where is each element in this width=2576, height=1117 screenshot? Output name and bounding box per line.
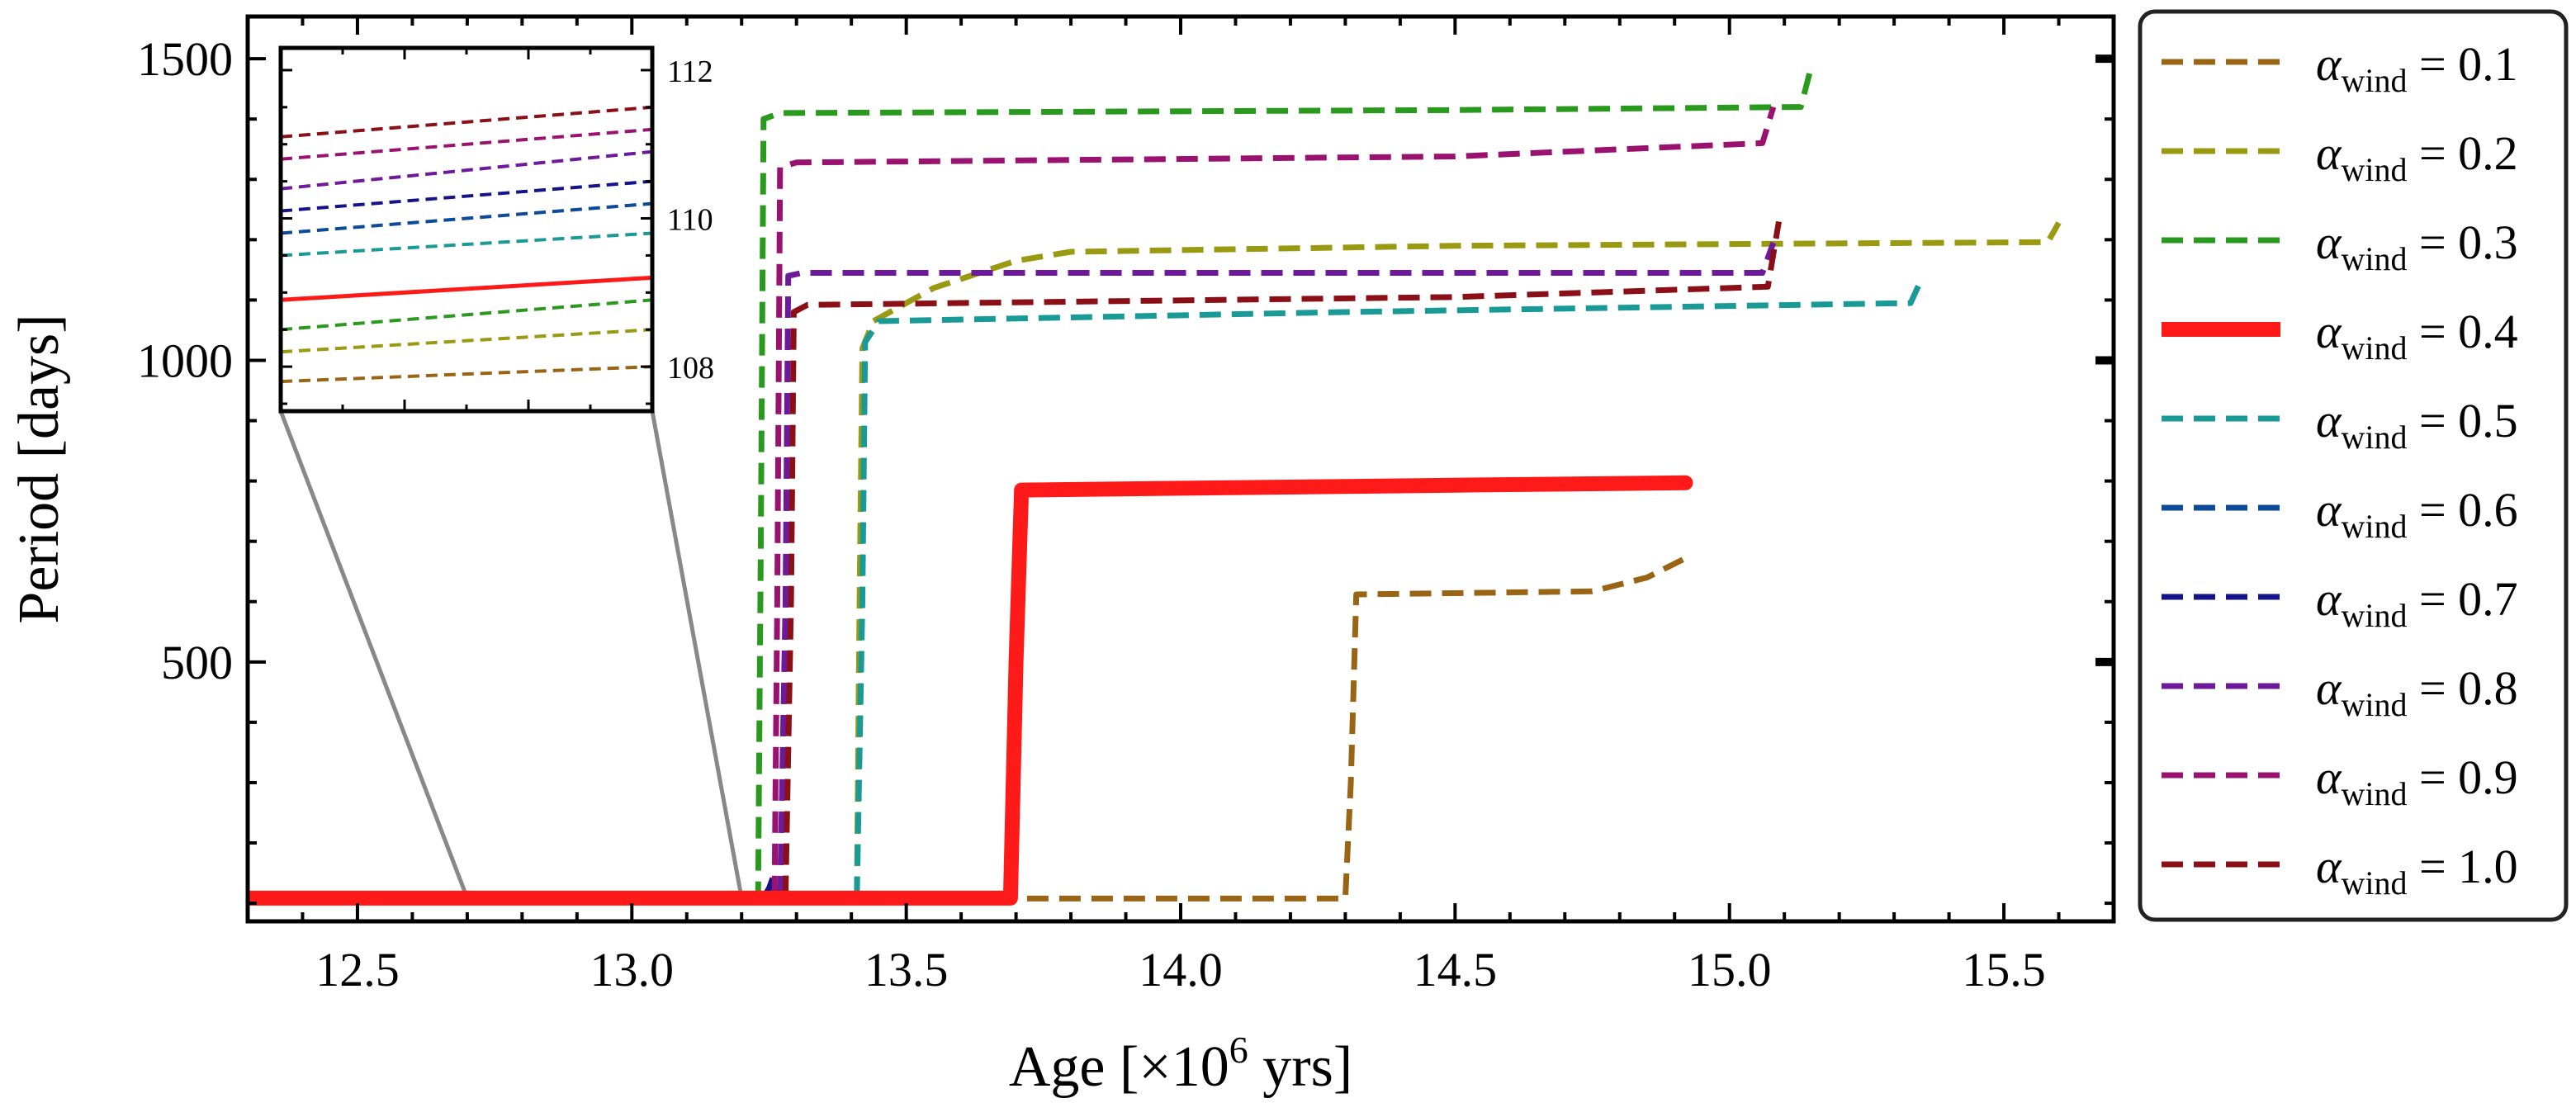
series-line-alpha-0.8 (777, 241, 1777, 897)
series-line-alpha-0.3 (751, 64, 1815, 902)
legend-label: αwind = 0.6 (2316, 483, 2518, 545)
inset-series-line-alpha-0.8 (281, 149, 652, 191)
legend-label: αwind = 0.3 (2316, 215, 2518, 277)
series-line-alpha-0.4 (248, 475, 1693, 906)
y-axis-ticks: 500 1000 1500 (137, 32, 2114, 906)
inset-zoom-connector-lines (278, 410, 744, 899)
inset-y-tick-label: 108 (667, 351, 714, 386)
legend-label: αwind = 0.7 (2316, 572, 2518, 634)
x-tick-label: 15.0 (1688, 943, 1772, 996)
y-axis-label: Period [days] (7, 314, 71, 623)
x-tick-label: 15.5 (1962, 943, 2046, 996)
inset-series-line-alpha-0.6 (281, 201, 652, 235)
inset-y-tick-label: 112 (667, 54, 713, 89)
series-line-alpha-0.5 (854, 277, 1925, 898)
x-tick-label: 13.5 (864, 943, 949, 996)
zoom-connector-left (278, 410, 470, 899)
inset-series-line-alpha-0.1 (281, 365, 652, 384)
x-tick-label: 12.5 (315, 943, 400, 996)
legend-item-alpha-0.7: αwind = 0.7 (2162, 572, 2518, 634)
y-tick-label: 1500 (137, 32, 233, 86)
legend-item-alpha-0.2: αwind = 0.2 (2162, 126, 2518, 188)
inset-series-line-alpha-0.2 (281, 328, 652, 354)
legend-item-alpha-0.9: αwind = 0.9 (2162, 750, 2518, 812)
legend-item-alpha-0.1: αwind = 0.1 (2162, 37, 2518, 99)
legend-item-alpha-0.4: αwind = 0.4 (2162, 305, 2518, 367)
inset-series-line-alpha-0.4 (281, 275, 652, 302)
legend-item-alpha-0.5: αwind = 0.5 (2162, 394, 2518, 456)
x-tick-label: 14.0 (1139, 943, 1223, 996)
legend-item-alpha-0.3: αwind = 0.3 (2162, 215, 2518, 277)
series-layer (248, 64, 2062, 906)
x-axis-label: Age [×106 yrs] (1009, 1029, 1352, 1099)
series-line-alpha-0.9 (771, 106, 1777, 897)
legend-label: αwind = 0.5 (2316, 394, 2518, 456)
inset-y-tick-label: 110 (667, 203, 713, 238)
x-axis-label-main: Age [×10 (1009, 1035, 1229, 1099)
inset-series-line-alpha-0.5 (281, 231, 652, 258)
legend-label: αwind = 0.4 (2316, 305, 2518, 367)
legend-item-alpha-0.8: αwind = 0.8 (2162, 661, 2518, 723)
inset-series-line-alpha-0.9 (281, 127, 652, 161)
zoom-connector-right (650, 410, 744, 899)
series-line-alpha-0.2 (854, 221, 2062, 899)
y-tick-label: 1000 (137, 334, 233, 387)
inset-series-line-alpha-1.0 (281, 105, 652, 139)
inset-zoom-panel: 108 110 112 (278, 45, 714, 414)
legend-item-alpha-0.6: αwind = 0.6 (2162, 483, 2518, 545)
series-line-alpha-1.0 (782, 220, 1782, 897)
legend-label: αwind = 1.0 (2316, 840, 2518, 902)
x-axis-ticks: 12.5 13.0 13.5 14.0 14.5 15.0 15.5 (246, 17, 2115, 996)
x-axis-label-exponent: 6 (1229, 1029, 1248, 1071)
legend-label: αwind = 0.8 (2316, 661, 2518, 723)
x-axis-label-tail: yrs] (1248, 1035, 1352, 1099)
legend-label: αwind = 0.2 (2316, 126, 2518, 188)
legend-item-alpha-1.0: αwind = 1.0 (2162, 840, 2518, 902)
legend-items: αwind = 0.1 αwind = 0.2 αwind = 0.3 αwind =… (2162, 37, 2518, 902)
x-tick-label: 14.5 (1413, 943, 1498, 996)
inset-axis-ticks: 108 110 112 (281, 48, 714, 411)
inset-series-line-alpha-0.3 (281, 298, 652, 332)
y-tick-label: 500 (161, 636, 233, 689)
x-tick-label: 13.0 (590, 943, 675, 996)
legend: αwind = 0.1 αwind = 0.2 αwind = 0.3 αwind =… (2138, 9, 2569, 922)
legend-label: αwind = 0.1 (2316, 37, 2518, 99)
inset-series-line-alpha-0.7 (281, 179, 652, 213)
series-line-alpha-0.1 (1026, 555, 1688, 902)
inset-series-layer (281, 105, 652, 384)
legend-label: αwind = 0.9 (2316, 750, 2518, 812)
